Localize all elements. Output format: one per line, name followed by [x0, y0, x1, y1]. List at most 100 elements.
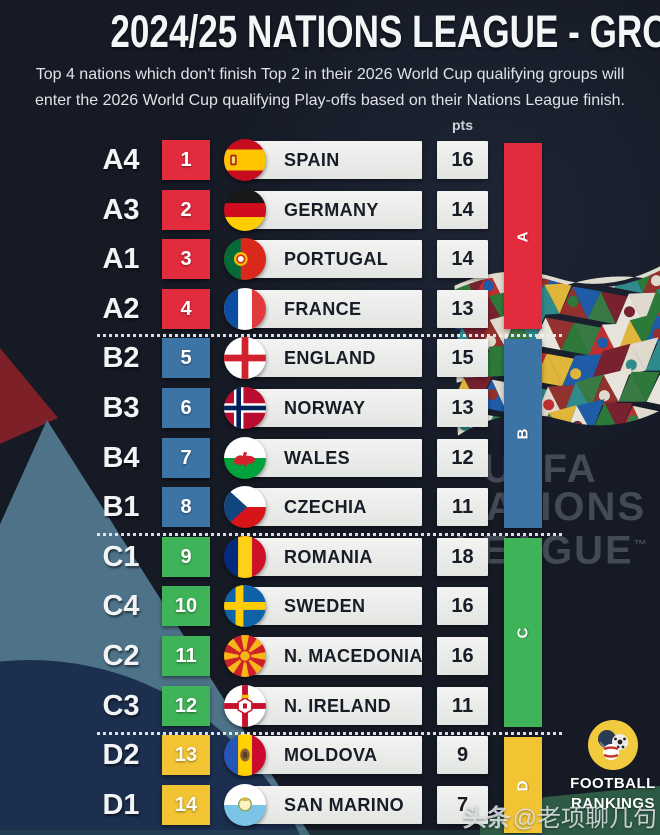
league-bar-c: C — [504, 538, 542, 727]
rank-badge: 5 — [162, 338, 210, 379]
points-value: 16 — [437, 141, 488, 179]
table-row: C1 9 ROMANIA 18 — [0, 535, 660, 578]
subtitle-line-1: Top 4 nations which don't finish Top 2 i… — [35, 66, 625, 83]
country-name: ROMANIA — [284, 546, 373, 567]
points-value: 13 — [437, 389, 488, 427]
country-box: MOLDOVA — [224, 734, 422, 777]
bottom-strip-art — [0, 830, 480, 835]
country-name: NORWAY — [284, 398, 366, 418]
table-row: B3 6 NORWAY 13 — [0, 387, 660, 429]
rank-badge: 7 — [162, 437, 210, 478]
subtitle-line-2: enter the 2026 World Cup qualifying Play… — [35, 92, 625, 109]
trademark-symbol: ™ — [633, 537, 647, 552]
points-value: 7 — [437, 785, 488, 824]
northern-ireland-flag — [224, 684, 266, 727]
table-row: A2 4 FRANCE 13 — [0, 287, 660, 330]
watermark-prefix: 头条 — [462, 805, 511, 832]
rank-badge: 1 — [162, 140, 210, 180]
moldova-flag — [224, 734, 266, 777]
rank-badge: 6 — [162, 388, 210, 428]
country-box: ENGLAND — [224, 337, 422, 380]
group-position-label: B4 — [102, 441, 140, 474]
rank-badge: 4 — [162, 288, 210, 329]
north-macedonia-flag — [224, 635, 266, 677]
group-position-label: A4 — [102, 144, 140, 176]
table-row: A3 2 GERMANY 14 — [0, 188, 660, 231]
points-value: 16 — [437, 587, 488, 626]
football-rankings-logo — [588, 720, 638, 770]
points-value: 15 — [437, 339, 488, 378]
points-value: 9 — [437, 736, 488, 775]
group-position-label: A1 — [102, 243, 140, 276]
points-value: 12 — [437, 438, 488, 477]
points-value: 14 — [437, 190, 488, 229]
points-column-header: pts — [452, 117, 473, 133]
country-name: N. MACEDONIA — [284, 646, 423, 666]
country-name: MOLDOVA — [284, 745, 378, 766]
rank-badge: 14 — [162, 784, 210, 825]
watermark-handle: @老项聊几句 — [512, 805, 657, 832]
country-box: N. IRELAND — [224, 684, 422, 727]
table-row: C4 10 SWEDEN 16 — [0, 585, 660, 628]
country-name: SAN MARINO — [284, 794, 404, 815]
group-position-label: C3 — [102, 689, 140, 722]
rank-badge: 2 — [162, 189, 210, 230]
group-position-label: C2 — [102, 640, 140, 672]
table-row: A1 3 PORTUGAL 14 — [0, 238, 660, 281]
portugal-flag — [224, 238, 266, 281]
navy-curve-art — [0, 660, 300, 835]
group-position-label: B2 — [102, 342, 140, 375]
brand-text-line2: RANKINGS — [570, 795, 655, 812]
group-position-label: C1 — [102, 540, 140, 573]
points-value: 18 — [437, 537, 488, 576]
brand-text-line1: FOOTBALL — [570, 775, 656, 792]
group-position-label: C4 — [102, 590, 140, 623]
table-row: C3 12 N. IRELAND 11 — [0, 684, 660, 727]
group-separator — [97, 532, 562, 536]
rank-badge: 12 — [162, 685, 210, 726]
rank-badge: 9 — [162, 536, 210, 577]
table-row: C2 11 N. MACEDONIA 16 — [0, 635, 660, 677]
subtitle: Top 4 nations which don't finish Top 2 i… — [0, 62, 660, 114]
group-position-label: B1 — [102, 491, 140, 524]
spain-flag — [224, 139, 266, 181]
page-title: 2024/25 NATIONS LEAGUE - GROUP WINNERS — [110, 6, 660, 57]
country-box: SAN MARINO — [224, 783, 422, 826]
red-triangle-art — [0, 348, 58, 444]
france-flag — [224, 287, 266, 330]
league-bar-a: A — [504, 143, 542, 329]
rank-badge: 3 — [162, 239, 210, 280]
league-bar-b: B — [504, 339, 542, 528]
sweden-flag — [224, 585, 266, 628]
group-position-label: A3 — [102, 193, 140, 226]
group-separator — [97, 731, 562, 735]
country-name: WALES — [284, 447, 351, 468]
country-name: SPAIN — [284, 150, 340, 170]
country-name: PORTUGAL — [284, 249, 389, 270]
wales-flag — [224, 436, 266, 479]
points-value: 14 — [437, 240, 488, 279]
country-box: CZECHIA — [224, 486, 422, 529]
germany-flag — [224, 188, 266, 231]
group-position-label: D1 — [102, 788, 140, 821]
country-box: SWEDEN — [224, 585, 422, 628]
country-name: SWEDEN — [284, 596, 366, 617]
norway-flag — [224, 387, 266, 429]
country-box: ROMANIA — [224, 535, 422, 578]
group-position-label: A2 — [102, 292, 140, 325]
points-value: 11 — [437, 488, 488, 527]
country-name: FRANCE — [284, 298, 362, 319]
table-row: B4 7 WALES 12 — [0, 436, 660, 479]
country-box: SPAIN — [224, 139, 422, 181]
country-box: PORTUGAL — [224, 238, 422, 281]
country-name: CZECHIA — [284, 497, 367, 518]
points-value: 13 — [437, 289, 488, 328]
san-marino-flag — [224, 783, 266, 826]
country-box: NORWAY — [224, 387, 422, 429]
football-rankings-brand: FOOTBALL RANKINGS — [566, 720, 660, 814]
table-row: D1 14 SAN MARINO 7 — [0, 783, 660, 826]
table-row: B1 8 CZECHIA 11 — [0, 486, 660, 529]
group-position-label: D2 — [102, 739, 140, 772]
country-box: WALES — [224, 436, 422, 479]
